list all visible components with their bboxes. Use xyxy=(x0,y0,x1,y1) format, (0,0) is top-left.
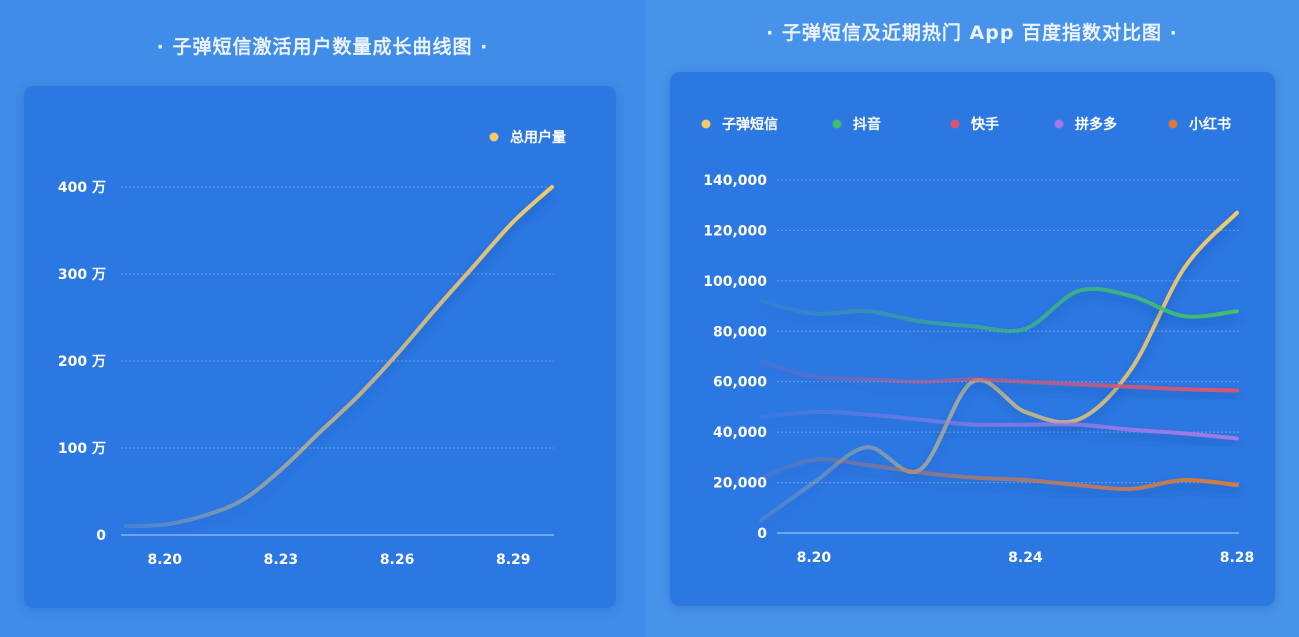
user-growth-chart: 0 100 万 200 万 300 万 400 万 8.20 8.23 8.26 8.29 总用户… xyxy=(58,129,566,568)
legend-marker xyxy=(1054,119,1064,129)
x-tick-label: 8.29 xyxy=(496,552,531,568)
right-chart-title: · 子弹短信及近期热门 App 百度指数对比图 · xyxy=(766,22,1178,44)
legend-label: 抖音 xyxy=(853,116,881,133)
left-chart-title: · 子弹短信激活用户数量成长曲线图 · xyxy=(156,36,489,58)
y-tick-label: 200 万 xyxy=(58,354,106,370)
legend-marker xyxy=(489,132,499,142)
legend-label: 快手 xyxy=(971,116,999,133)
y-tick-label: 300 万 xyxy=(58,267,106,283)
x-tick-label: 8.20 xyxy=(797,550,832,566)
baidu-index-chart: 0 20,000 40,000 60,000 80,000 100,000 120,000 1… xyxy=(701,116,1255,566)
x-tick-label: 8.24 xyxy=(1008,550,1043,566)
series-line-5 xyxy=(759,457,1239,492)
legend-marker xyxy=(1168,119,1178,129)
y-tick-label: 40,000 xyxy=(713,425,767,441)
x-tick-label: 8.23 xyxy=(264,552,299,568)
y-tick-label: 60,000 xyxy=(713,375,767,391)
y-tick-label: 100 万 xyxy=(58,441,106,457)
legend-label: 总用户量 xyxy=(510,129,566,146)
series-line-1 xyxy=(759,210,1239,523)
x-tick-label: 8.28 xyxy=(1220,550,1255,566)
y-tick-label: 120,000 xyxy=(703,223,767,239)
y-tick-label: 400 万 xyxy=(58,180,106,196)
legend-marker xyxy=(832,119,842,129)
y-tick-label: 0 xyxy=(96,528,106,544)
x-tick-label: 8.20 xyxy=(147,552,182,568)
x-tick-label: 8.26 xyxy=(380,552,415,568)
legend-label: 子弹短信 xyxy=(722,116,778,133)
y-tick-label: 80,000 xyxy=(713,324,767,340)
legend-marker xyxy=(701,119,711,129)
series-line-4 xyxy=(759,409,1239,441)
y-tick-label: 0 xyxy=(757,526,767,542)
right-chart-card: 0 20,000 40,000 60,000 80,000 100,000 120,000 1… xyxy=(670,72,1275,606)
series-line-1 xyxy=(124,185,554,529)
series-line-2 xyxy=(759,286,1239,334)
left-chart-card: 0 100 万 200 万 300 万 400 万 8.20 8.23 8.26 8.29 总用户… xyxy=(24,86,616,608)
y-tick-label: 100,000 xyxy=(703,274,767,290)
series-line-3 xyxy=(759,359,1239,393)
legend-marker xyxy=(950,119,960,129)
legend-label: 小红书 xyxy=(1189,116,1231,133)
y-tick-label: 140,000 xyxy=(703,173,767,189)
legend-label: 拼多多 xyxy=(1075,116,1117,133)
y-tick-label: 20,000 xyxy=(713,476,767,492)
